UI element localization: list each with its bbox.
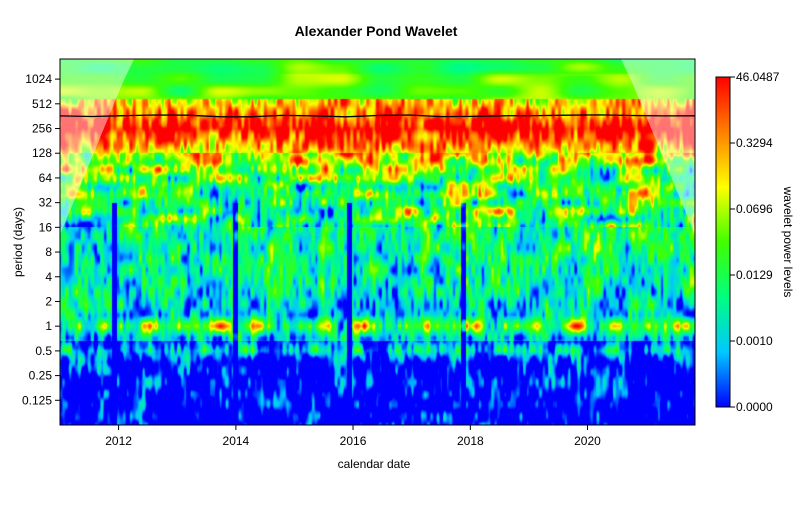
colorbar-tick-label: 0.3294 <box>736 136 773 150</box>
colorbar-tick-label: 0.0000 <box>736 400 773 414</box>
y-tick-label: 256 <box>32 122 52 136</box>
colorbar-ticks: 0.0000 0.0010 0.0129 0.0696 0.3294 46.0487 <box>730 70 780 414</box>
colorbar-tick-label: 0.0010 <box>736 334 773 348</box>
y-tick-label: 0.5 <box>35 344 52 358</box>
y-tick-label: 4 <box>45 270 52 284</box>
y-axis-label: period (days) <box>11 207 25 277</box>
colorbar <box>715 76 731 408</box>
y-tick-label: 512 <box>32 97 52 111</box>
y-tick-label: 1024 <box>25 72 52 86</box>
y-tick-label: 128 <box>32 146 52 160</box>
y-tick-label: 16 <box>39 220 53 234</box>
y-axis: 0.125 0.25 0.5 1 2 4 8 16 32 64 128 256 512 1024 <box>22 72 60 407</box>
x-tick-label: 2020 <box>574 434 601 448</box>
colorbar-tick-label: 0.0129 <box>736 268 773 282</box>
colorbar-tick-label: 46.0487 <box>736 70 780 84</box>
colorbar-label: wavelet power levels <box>781 186 795 298</box>
y-tick-label: 2 <box>45 294 52 308</box>
plot-frame <box>59 58 696 426</box>
y-tick-label: 8 <box>45 245 52 259</box>
y-tick-label: 64 <box>39 171 53 185</box>
wavelet-power-image <box>60 59 695 425</box>
x-tick-label: 2012 <box>105 434 132 448</box>
colorbar-tick-label: 0.0696 <box>736 202 773 216</box>
y-tick-label: 0.125 <box>22 393 52 407</box>
x-tick-label: 2014 <box>223 434 250 448</box>
x-tick-label: 2018 <box>457 434 484 448</box>
overlay-layer <box>59 59 696 235</box>
chart-title: Alexander Pond Wavelet <box>295 23 458 39</box>
y-tick-label: 1 <box>45 319 52 333</box>
x-tick-label: 2016 <box>340 434 367 448</box>
cone-of-influence <box>60 59 695 235</box>
x-axis: 2012 2014 2016 2018 2020 <box>105 425 601 448</box>
y-tick-label: 32 <box>39 196 53 210</box>
heatmap-layer <box>60 59 695 425</box>
annual-period-line <box>59 114 696 118</box>
y-tick-label: 0.25 <box>29 369 53 383</box>
x-axis-label: calendar date <box>338 457 411 471</box>
